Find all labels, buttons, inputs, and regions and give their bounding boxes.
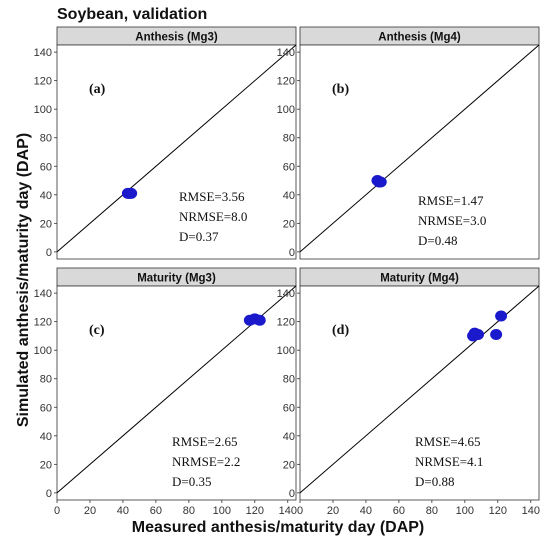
y-tick-label: 100 (34, 345, 52, 357)
data-point (472, 329, 485, 341)
panel-3: Maturity (Mg3) 0 20 40 60 80 100 120 140 0 20 40 60 8… (34, 267, 297, 517)
y-tick-label: 100 (277, 345, 295, 357)
y-tick-label: 80 (40, 133, 52, 145)
stat-label: NRMSE=4.1 (415, 454, 483, 469)
y-tick-label: 20 (40, 218, 52, 230)
y-tick-label: 20 (283, 459, 295, 471)
panel-2: Anthesis (Mg4) 0 20 40 60 80 100 120 140 (b) RMSE=… (277, 26, 540, 260)
stat-label: D=0.88 (415, 474, 454, 489)
one-to-one-line (56, 44, 297, 253)
x-tick-label: 120 (246, 505, 264, 517)
panel-tag: (d) (332, 323, 349, 338)
strip-label: Anthesis (Mg3) (135, 32, 218, 44)
x-tick-label: 0 (297, 505, 303, 517)
y-tick-label: 40 (283, 190, 295, 202)
strip-label: Maturity (Mg3) (137, 273, 216, 285)
y-tick-label: 140 (277, 47, 295, 59)
y-tick-label: 120 (277, 76, 295, 88)
x-tick-label: 120 (489, 505, 507, 517)
x-tick-label: 20 (327, 505, 339, 517)
y-tick-label: 100 (34, 104, 52, 116)
y-tick-label: 60 (283, 402, 295, 414)
x-tick-label: 140 (522, 505, 540, 517)
y-tick-label: 20 (283, 218, 295, 230)
stat-label: D=0.35 (172, 474, 211, 489)
y-tick-label: 40 (40, 431, 52, 443)
y-tick-label: 0 (46, 488, 52, 500)
y-tick-label: 60 (283, 161, 295, 173)
panel-1: Anthesis (Mg3) 0 20 40 60 80 100 120 140 (a) RMSE=… (34, 26, 297, 260)
stat-label: RMSE=1.47 (418, 193, 484, 208)
stat-label: NRMSE=3.0 (418, 213, 486, 228)
y-tick-label: 100 (277, 104, 295, 116)
panel-tag: (c) (89, 323, 105, 338)
stat-label: D=0.37 (179, 229, 219, 244)
y-tick-label: 20 (40, 459, 52, 471)
data-point (125, 187, 138, 199)
x-tick-label: 100 (456, 505, 474, 517)
x-tick-label: 40 (360, 505, 372, 517)
y-tick-label: 40 (283, 431, 295, 443)
y-tick-label: 80 (283, 374, 295, 386)
y-tick-label: 140 (34, 288, 52, 300)
x-tick-label: 60 (393, 505, 405, 517)
x-tick-label: 80 (183, 505, 195, 517)
x-tick-label: 0 (54, 505, 60, 517)
y-tick-label: 120 (34, 76, 52, 88)
x-tick-label: 80 (426, 505, 438, 517)
x-tick-label: 20 (84, 505, 96, 517)
data-point (374, 176, 387, 188)
stat-label: NRMSE=2.2 (172, 454, 240, 469)
y-tick-label: 0 (289, 247, 295, 259)
y-tick-label: 140 (34, 47, 52, 59)
figure-title: Soybean, validation (57, 6, 207, 23)
data-point (253, 314, 266, 326)
plot-area (299, 285, 540, 501)
y-tick-label: 120 (34, 317, 52, 329)
y-tick-label: 60 (40, 161, 52, 173)
panel-tag: (b) (332, 82, 349, 97)
x-tick-label: 100 (213, 505, 231, 517)
data-point (490, 329, 503, 341)
y-axis-title: Simulated anthesis/maturity day (DAP) (15, 133, 32, 427)
x-tick-label: 140 (279, 505, 297, 517)
y-tick-label: 80 (283, 133, 295, 145)
strip-label: Anthesis (Mg4) (378, 32, 461, 44)
panel-grid: Anthesis (Mg3) 0 20 40 60 80 100 120 140 (a) RMSE=… (34, 26, 540, 517)
x-axis-title: Measured anthesis/maturity day (DAP) (132, 519, 425, 536)
stat-label: RMSE=2.65 (172, 434, 237, 449)
y-tick-label: 80 (40, 374, 52, 386)
stat-label: NRMSE=8.0 (179, 209, 247, 224)
plot-area (299, 44, 540, 260)
one-to-one-line (299, 44, 540, 253)
stat-label: D=0.48 (418, 233, 457, 248)
y-tick-label: 60 (40, 402, 52, 414)
x-tick-label: 60 (150, 505, 162, 517)
strip-label: Maturity (Mg4) (380, 273, 459, 285)
x-tick-label: 40 (117, 505, 129, 517)
plot-area (56, 44, 297, 260)
y-tick-label: 140 (277, 288, 295, 300)
stat-label: RMSE=4.65 (415, 434, 480, 449)
panel-tag: (a) (89, 82, 106, 97)
y-tick-label: 0 (46, 247, 52, 259)
y-tick-label: 0 (289, 488, 295, 500)
y-tick-label: 120 (277, 317, 295, 329)
data-point (495, 310, 508, 322)
y-tick-label: 40 (40, 190, 52, 202)
stat-label: RMSE=3.56 (179, 189, 245, 204)
